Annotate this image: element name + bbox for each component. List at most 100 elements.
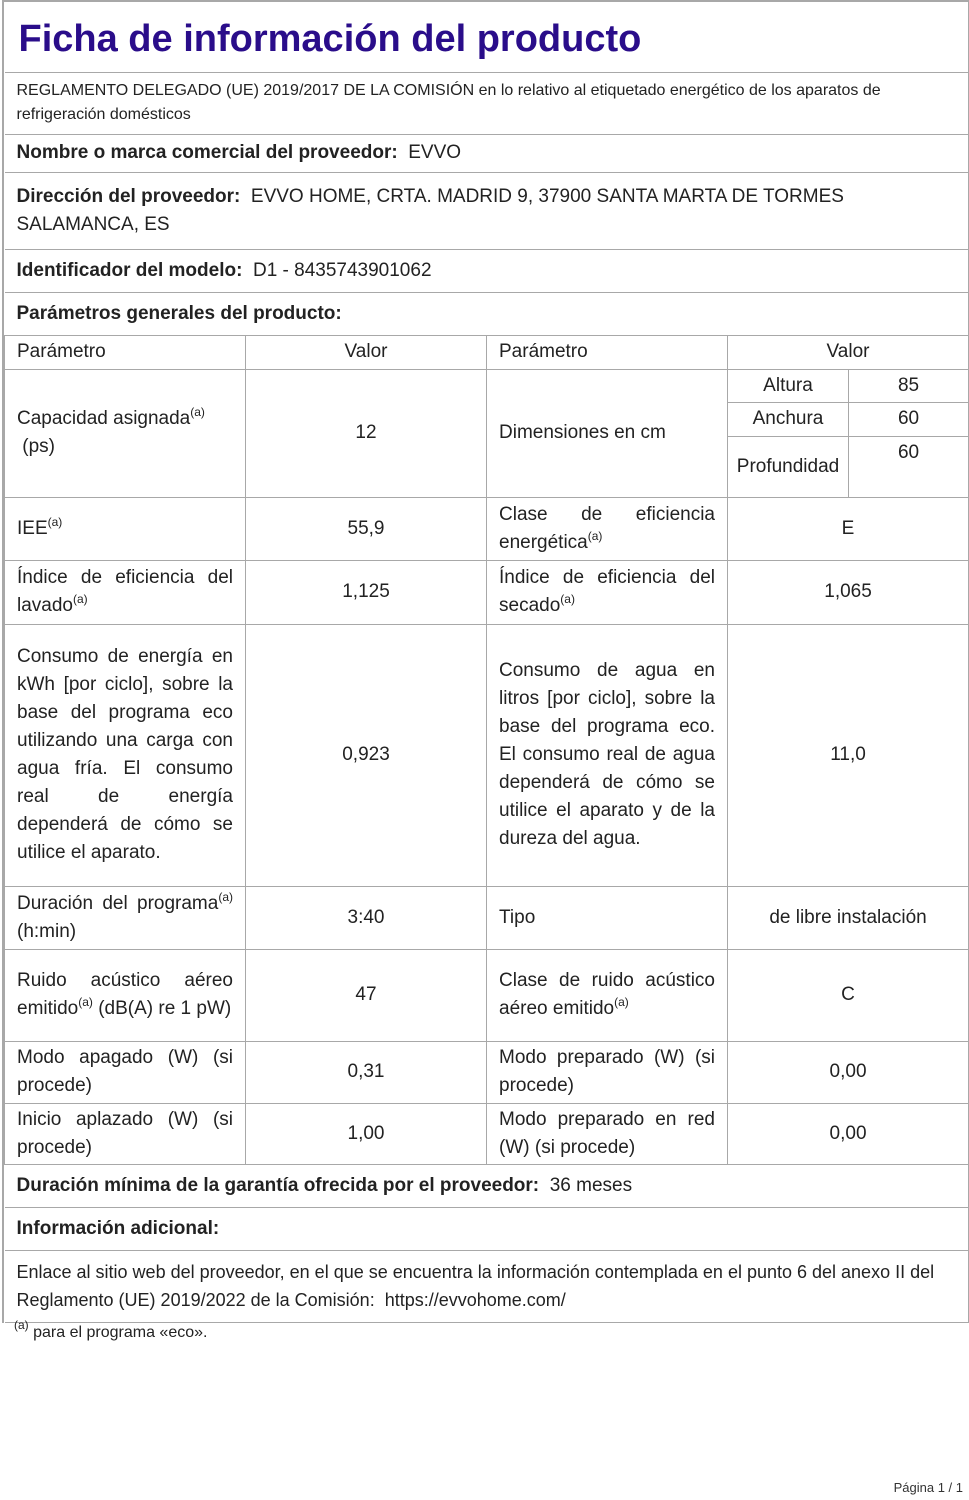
param-label: Modo apagado (W) (si procede) bbox=[4, 1040, 246, 1104]
text: 0,923 bbox=[342, 744, 390, 765]
address-row: Dirección del proveedor: EVVO HOME, CRTA… bbox=[4, 171, 969, 250]
text: 0,00 bbox=[829, 1061, 867, 1082]
param-value: 0,00 bbox=[726, 1102, 969, 1165]
table-row: Consumo de energía en kWh [por ciclo], s… bbox=[4, 623, 969, 887]
regulation: REGLAMENTO DELEGADO (UE) 2019/2017 DE LA… bbox=[4, 71, 969, 135]
supplier-row: Nombre o marca comercial del proveedor: … bbox=[4, 133, 969, 173]
param-value: 1,065 bbox=[726, 559, 969, 625]
param-value: 0,00 bbox=[726, 1040, 969, 1104]
text: Ruido acústico aéreo emitido bbox=[17, 970, 233, 1019]
dim-value: 60 bbox=[847, 401, 969, 437]
header-value: Valor bbox=[245, 334, 487, 370]
table-row: Ruido acústico aéreo emitido(a) (dB(A) r… bbox=[4, 948, 969, 1042]
header-value: Valor bbox=[726, 334, 969, 370]
link-row: Enlace al sitio web del proveedor, en el… bbox=[4, 1249, 969, 1323]
param-value: 11,0 bbox=[726, 623, 969, 887]
text: IEE bbox=[17, 517, 48, 539]
param-value: 55,9 bbox=[245, 496, 487, 561]
supplier-link[interactable]: https://evvohome.com/ bbox=[384, 1290, 566, 1310]
text: 1,00 bbox=[347, 1122, 385, 1144]
additional-info: Información adicional: bbox=[4, 1206, 969, 1251]
page-number: Página 1 / 1 bbox=[893, 1480, 963, 1495]
param-label: Duración del programa(a) (h:min) bbox=[4, 885, 246, 950]
param-label: IEE(a) bbox=[4, 496, 246, 561]
param-value: 1,125 bbox=[245, 559, 487, 625]
text: EVVO bbox=[408, 142, 462, 163]
text: (dB(A) re 1 pW) bbox=[92, 998, 232, 1019]
text: 3:40 bbox=[347, 906, 385, 928]
text: 11,0 bbox=[830, 744, 866, 765]
text: Dirección del proveedor: bbox=[16, 185, 241, 207]
text: (a) bbox=[218, 889, 233, 904]
param-value: 0,31 bbox=[245, 1040, 487, 1104]
param-label: Inicio aplazado (W) (si procede) bbox=[4, 1102, 246, 1165]
text: 36 meses bbox=[549, 1174, 633, 1196]
text: C bbox=[841, 984, 855, 1005]
dim-value: 85 bbox=[847, 368, 969, 403]
capacity-label: Capacidad asignada(a) (ps) bbox=[4, 368, 246, 498]
text: Clase de eficiencia energética bbox=[499, 503, 715, 553]
text: 47 bbox=[355, 984, 377, 1005]
text: (a) bbox=[14, 1318, 29, 1332]
text: Capacidad asignada bbox=[17, 408, 191, 429]
text: Parámetros generales del producto: bbox=[16, 302, 342, 324]
param-label: Tipo bbox=[486, 885, 728, 950]
dim-name: Profundidad bbox=[727, 435, 849, 498]
text: Modo apagado (W) (si procede) bbox=[17, 1047, 233, 1096]
param-label: Índice de eficiencia del lavado(a) bbox=[4, 559, 246, 625]
text: Consumo de energía en kWh [por ciclo], s… bbox=[17, 646, 233, 863]
text: Modo preparado (W) (si procede) bbox=[499, 1047, 715, 1096]
text: (a) bbox=[560, 592, 575, 606]
param-label: Modo preparado (W) (si procede) bbox=[486, 1040, 728, 1104]
text: de libre instalación bbox=[769, 906, 927, 928]
text: D1 - 8435743901062 bbox=[252, 259, 432, 281]
text: (h:min) bbox=[17, 920, 77, 942]
param-label: Consumo de agua en litros [por ciclo], s… bbox=[486, 623, 728, 887]
param-value: C bbox=[726, 948, 969, 1042]
text: (a) bbox=[47, 514, 63, 529]
text: para el programa «eco». bbox=[33, 1324, 208, 1341]
warranty-row: Duración mínima de la garantía ofrecida … bbox=[4, 1163, 969, 1208]
text: Tipo bbox=[499, 906, 536, 928]
param-value: E bbox=[726, 496, 969, 561]
text: Duración del programa bbox=[17, 892, 219, 914]
text: 1,065 bbox=[824, 581, 872, 602]
param-value: 47 bbox=[245, 948, 487, 1042]
text: Enlace al sitio web del proveedor, en el… bbox=[16, 1262, 935, 1310]
table-row: Inicio aplazado (W) (si procede) 1,00 Modo… bbox=[4, 1102, 969, 1165]
text: (a) bbox=[587, 528, 603, 543]
header-param: Parámetro bbox=[4, 334, 246, 370]
page-title: Ficha de información del producto bbox=[4, 2, 969, 73]
param-value: 0,923 bbox=[245, 623, 487, 887]
text: Duración mínima de la garantía ofrecida … bbox=[16, 1174, 540, 1196]
param-label: Clase de eficiencia energética(a) bbox=[486, 496, 728, 561]
param-value: 1,00 bbox=[245, 1102, 487, 1165]
dim-value: 60 bbox=[847, 435, 969, 498]
param-label: Consumo de energía en kWh [por ciclo], s… bbox=[4, 623, 246, 887]
text: (a) bbox=[614, 995, 629, 1009]
text: (a) bbox=[78, 995, 93, 1009]
table-header: Parámetro Valor Parámetro Valor bbox=[4, 334, 969, 370]
text: (a) bbox=[190, 405, 205, 419]
param-value: 3:40 bbox=[245, 885, 487, 950]
param-label: Índice de eficiencia del secado(a) bbox=[486, 559, 728, 625]
text: Índice de eficiencia del lavado bbox=[17, 567, 233, 616]
text: (a) bbox=[73, 592, 88, 606]
text: Índice de eficiencia del secado bbox=[499, 567, 715, 616]
text: 0,00 bbox=[829, 1122, 867, 1144]
dim-name: Altura bbox=[727, 368, 849, 403]
text: Identificador del modelo: bbox=[16, 259, 243, 281]
text: Nombre o marca comercial del proveedor: bbox=[16, 142, 398, 163]
table-row: IEE(a) 55,9 Clase de eficiencia energética… bbox=[4, 496, 969, 561]
text: E bbox=[841, 517, 855, 539]
dim-name: Anchura bbox=[727, 401, 849, 437]
product-sheet: Ficha de información del producto REGLAM… bbox=[2, 0, 969, 1323]
text: Modo preparado en red (W) (si procede) bbox=[499, 1108, 715, 1158]
footnote: (a) para el programa «eco». bbox=[14, 1319, 208, 1342]
text: 55,9 bbox=[347, 517, 385, 539]
text: Información adicional: bbox=[16, 1217, 220, 1239]
table-row: Duración del programa(a) (h:min) 3:40 Tipo… bbox=[4, 885, 969, 950]
text: 1,125 bbox=[342, 581, 390, 602]
dimensions-label: Dimensiones en cm bbox=[486, 368, 728, 498]
param-label: Modo preparado en red (W) (si procede) bbox=[486, 1102, 728, 1165]
